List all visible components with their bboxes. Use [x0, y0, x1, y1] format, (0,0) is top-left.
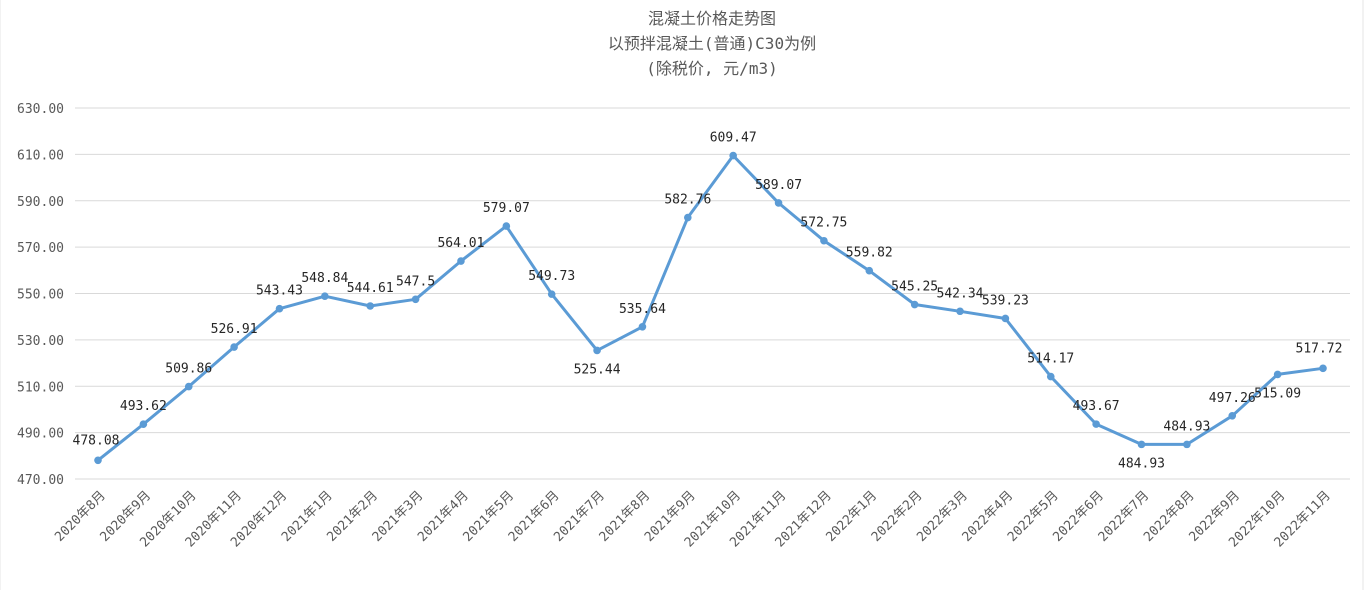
- data-points: [94, 151, 1327, 465]
- y-tick-label: 470.00: [17, 473, 64, 488]
- data-point: [502, 222, 511, 230]
- data-label: 609.47: [710, 131, 757, 146]
- data-point: [1046, 372, 1055, 381]
- data-point: [230, 343, 238, 351]
- y-tick-label: 570.00: [17, 241, 64, 256]
- data-point: [820, 236, 828, 245]
- data-point: [275, 304, 284, 313]
- data-point: [1001, 314, 1010, 323]
- data-label: 493.67: [1073, 399, 1120, 414]
- data-point: [865, 266, 874, 275]
- y-tick-label: 490.00: [17, 427, 64, 442]
- data-point: [910, 300, 919, 309]
- data-point: [1092, 420, 1100, 428]
- data-label: 497.26: [1209, 391, 1256, 406]
- data-label: 572.75: [800, 216, 847, 231]
- data-label: 559.82: [846, 246, 893, 261]
- data-point: [1228, 411, 1237, 420]
- y-tick-label: 510.00: [17, 380, 64, 395]
- data-label: 525.44: [574, 362, 621, 377]
- data-label: 589.07: [755, 178, 802, 193]
- y-tick-label: 630.00: [17, 102, 64, 117]
- data-label: 549.73: [528, 269, 575, 284]
- data-point: [1137, 440, 1146, 449]
- data-label: 548.84: [301, 271, 348, 286]
- data-label: 478.08: [73, 433, 120, 448]
- data-label: 542.34: [937, 286, 984, 301]
- data-label: 526.91: [211, 322, 258, 337]
- y-tick-label: 530.00: [17, 334, 64, 349]
- data-label: 493.62: [120, 399, 167, 414]
- data-label: 509.86: [165, 362, 212, 377]
- y-axis-ticks: 470.00 490.00 510.00 530.00 550.00 570.00 590.…: [17, 102, 64, 488]
- data-label: 517.72: [1296, 341, 1343, 356]
- data-label: 543.43: [256, 284, 303, 299]
- x-axis-ticks: 2020年8月2020年9月2020年10月2020年11月2020年12月20…: [52, 488, 1334, 550]
- data-label: 539.23: [982, 293, 1029, 308]
- chart-title-line-2: 以预拌混凝土(普通)C30为例: [608, 34, 816, 53]
- data-label: 484.93: [1118, 456, 1165, 471]
- chart-title: 混凝土价格走势图 以预拌混凝土(普通)C30为例 (除税价, 元/m3): [608, 9, 816, 78]
- data-label: 579.07: [483, 201, 530, 216]
- data-point: [547, 290, 556, 298]
- y-tick-label: 590.00: [17, 195, 64, 210]
- data-label: 545.25: [891, 280, 938, 295]
- data-label: 484.93: [1163, 419, 1210, 434]
- data-point: [593, 346, 601, 355]
- data-point: [1183, 440, 1191, 449]
- data-label: 582.76: [664, 193, 711, 208]
- price-series-line: [97, 154, 1324, 462]
- data-point: [457, 257, 465, 265]
- data-point: [774, 199, 783, 207]
- data-label: 564.01: [437, 236, 484, 251]
- chart-title-line-1: 混凝土价格走势图: [648, 9, 776, 28]
- data-label: 514.17: [1027, 352, 1074, 367]
- data-point: [411, 295, 420, 304]
- series-line: [97, 154, 1324, 462]
- data-label: 515.09: [1254, 386, 1301, 401]
- y-tick-label: 610.00: [17, 148, 64, 163]
- data-label: 544.61: [347, 281, 394, 296]
- data-point: [1319, 364, 1327, 373]
- data-labels: 478.08 493.62 509.86 526.91 543.43548.84544.…: [73, 131, 1343, 472]
- data-point: [956, 307, 964, 316]
- data-point: [94, 456, 102, 465]
- data-label: 547.5: [396, 274, 435, 289]
- data-label: 535.64: [619, 302, 666, 317]
- y-tick-label: 550.00: [17, 288, 64, 303]
- data-point: [184, 382, 193, 391]
- data-point: [684, 213, 692, 222]
- data-point: [729, 151, 737, 160]
- data-point: [638, 322, 647, 331]
- data-point: [321, 292, 329, 300]
- chart-title-line-3: (除税价, 元/m3): [646, 59, 777, 78]
- data-point: [139, 420, 148, 429]
- data-point: [1273, 370, 1282, 379]
- data-point: [366, 302, 375, 310]
